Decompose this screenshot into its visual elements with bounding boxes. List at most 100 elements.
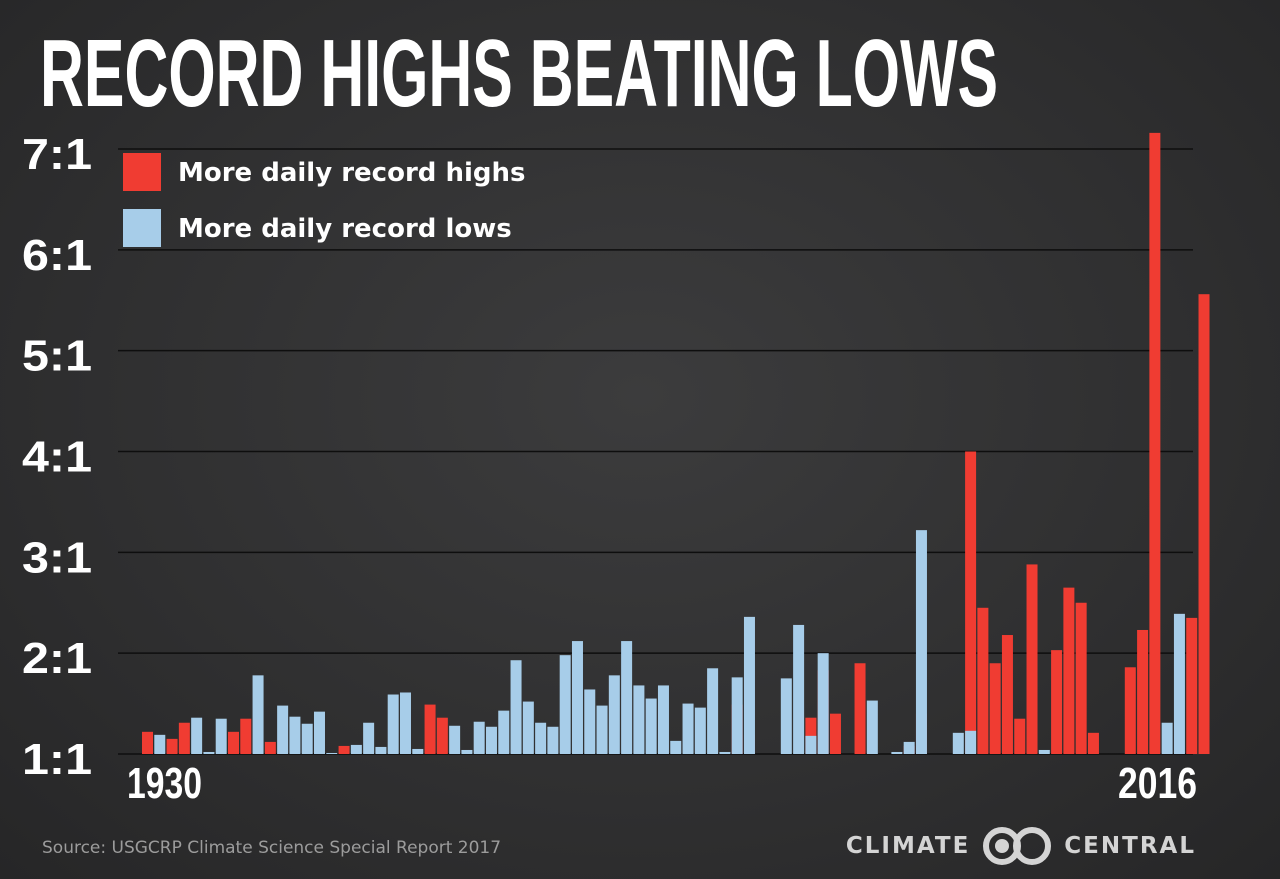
bar-lows-1943 (301, 723, 313, 754)
bar-lows-1962 (535, 722, 547, 754)
bar-lows-1973 (670, 740, 682, 754)
y-tick-label: 3:1 (22, 533, 92, 582)
bar-lows-1965 (571, 641, 583, 754)
bar-highs-2015 (1186, 617, 1198, 755)
bar-lows-1960 (510, 660, 522, 754)
legend-label-highs: More daily record highs (178, 158, 525, 188)
bar-lows-1974 (682, 703, 694, 754)
bar-lows-1958 (485, 726, 497, 754)
bar-highs-2001 (1014, 718, 1026, 754)
chart-title: RECORD HIGHS BEATING LOWS (40, 20, 998, 124)
bar-highs-1953 (424, 704, 436, 754)
bar-lows-1967 (596, 705, 608, 754)
interlocking-rings-icon (983, 827, 1052, 865)
bar-lows-1947 (350, 744, 362, 754)
bar-lows-1984 (805, 735, 817, 754)
legend-label-lows: More daily record lows (178, 214, 512, 244)
bar-lows-1950 (387, 694, 399, 754)
bar-lows-1975 (694, 707, 706, 754)
bar-highs-2011 (1137, 629, 1149, 754)
bar-lows-1972 (657, 685, 669, 754)
bar-lows-1941 (277, 705, 289, 754)
bar-lows-1936 (215, 718, 227, 754)
bar-highs-1938 (240, 718, 252, 754)
bar-highs-1946 (338, 745, 350, 754)
bar-lows-1963 (547, 726, 559, 754)
bar-lows-1992 (903, 741, 915, 754)
bar-lows-1956 (461, 749, 473, 754)
bar-highs-2006 (1075, 602, 1087, 754)
bar-lows-1970 (633, 685, 645, 754)
brand-logo: CLIMATE CENTRAL (846, 826, 1196, 866)
bar-lows-1959 (498, 710, 510, 754)
bar-lows-1971 (645, 698, 657, 754)
bar-lows-1977 (719, 751, 731, 754)
bar-highs-1986 (829, 713, 841, 754)
bar-lows-1985 (817, 653, 829, 754)
y-tick-label: 5:1 (22, 332, 92, 381)
bar-lows-2014 (1173, 613, 1185, 754)
bar-lows-1976 (707, 668, 719, 754)
bar-highs-1940 (264, 741, 276, 754)
bar-lows-1935 (203, 751, 215, 754)
bar-lows-1931 (154, 734, 166, 754)
bar-lows-1945 (326, 752, 338, 754)
bar-highs-1954 (436, 717, 448, 754)
bar-lows-1942 (289, 716, 301, 754)
bar-lows-1939 (252, 675, 264, 754)
bar-lows-1982 (780, 678, 792, 755)
x-tick-label-end: 2016 (1118, 759, 1197, 808)
legend-swatch-highs (123, 153, 161, 191)
bar-highs-2000 (1001, 635, 1013, 754)
y-tick-label: 4:1 (22, 433, 92, 482)
source-note: Source: USGCRP Climate Science Special R… (42, 838, 502, 858)
y-tick-label: 6:1 (22, 231, 92, 280)
bar-highs-2002 (1026, 564, 1038, 754)
bar-lows-1979 (743, 616, 755, 754)
bar-lows-2013 (1161, 722, 1173, 754)
bar-lows-1991 (891, 751, 903, 754)
bar-highs-2016 (1198, 294, 1210, 754)
bar-lows-1949 (375, 746, 387, 754)
bar-highs-2012 (1149, 132, 1161, 754)
legend-swatch-lows (123, 209, 161, 247)
bar-highs-2005 (1063, 587, 1075, 755)
bar-lows-1978 (731, 677, 743, 754)
bar-lows-1944 (313, 711, 325, 754)
bar-lows-1951 (399, 692, 411, 754)
brand-name-left: CLIMATE (845, 833, 971, 859)
bar-highs-1932 (166, 738, 178, 755)
bar-highs-1933 (178, 722, 190, 754)
bar-lows-1983 (793, 624, 805, 754)
bar-highs-2010 (1124, 667, 1136, 754)
bar-highs-1999 (989, 663, 1001, 754)
bar-lows-1964 (559, 655, 571, 754)
bar-lows-1952 (412, 748, 424, 754)
bar-lows-1996 (952, 732, 964, 754)
y-tick-label: 2:1 (22, 634, 92, 683)
bar-highs-1930 (142, 731, 153, 754)
bar-lows-1966 (584, 689, 596, 754)
y-tick-label: 1:1 (22, 735, 92, 784)
bar-lows-1955 (449, 725, 461, 754)
brand-name-right: CENTRAL (1064, 833, 1196, 859)
bar-highs-1998 (977, 607, 989, 754)
chart-title-text: RECORD HIGHS BEATING LOWS (40, 20, 998, 124)
bar-lows-1968 (608, 675, 620, 754)
y-tick-label: 7:1 (22, 130, 92, 179)
bar-lows-1989 (866, 700, 878, 754)
bar-highs-2004 (1051, 650, 1063, 754)
bar-highs-1997 (965, 451, 977, 754)
bar-lows-1934 (191, 717, 203, 754)
x-tick-label-start: 1930 (127, 759, 202, 808)
bar-highs-2007 (1087, 732, 1099, 754)
bar-lows-1948 (363, 722, 375, 754)
bar-lows-1961 (522, 701, 534, 754)
bar-highs-1937 (228, 731, 239, 754)
bar-lows-1969 (621, 641, 633, 754)
bar-lows-1957 (473, 721, 485, 754)
bar-highs-1988 (854, 663, 866, 754)
bar-lows-1997 (965, 730, 977, 754)
bar-lows-1993 (915, 530, 927, 754)
